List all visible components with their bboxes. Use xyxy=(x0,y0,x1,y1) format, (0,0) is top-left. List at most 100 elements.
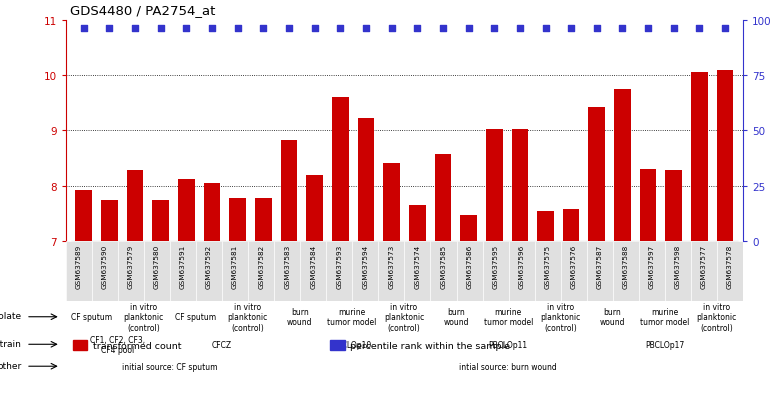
Bar xyxy=(170,242,196,301)
Text: in vitro
planktonic
(control): in vitro planktonic (control) xyxy=(123,302,163,332)
Point xyxy=(539,26,552,32)
Point xyxy=(360,26,372,32)
Point xyxy=(206,26,218,32)
Point xyxy=(103,26,115,32)
Bar xyxy=(457,242,482,301)
Bar xyxy=(430,242,457,301)
Text: CFCZ: CFCZ xyxy=(211,340,231,349)
Text: GSM637578: GSM637578 xyxy=(727,244,733,289)
Bar xyxy=(92,242,118,301)
Text: GSM637590: GSM637590 xyxy=(102,244,108,289)
Point xyxy=(642,26,654,32)
Bar xyxy=(307,176,323,242)
Bar xyxy=(639,242,665,301)
Text: in vitro
planktonic
(control): in vitro planktonic (control) xyxy=(384,302,424,332)
Point xyxy=(514,26,526,32)
Point xyxy=(334,26,347,32)
Point xyxy=(180,26,193,32)
Point xyxy=(591,26,603,32)
Text: GSM637573: GSM637573 xyxy=(389,244,395,289)
Text: GDS4480 / PA2754_at: GDS4480 / PA2754_at xyxy=(70,4,215,17)
Point xyxy=(77,26,90,32)
Text: GSM637583: GSM637583 xyxy=(284,244,290,289)
Text: GSM637586: GSM637586 xyxy=(467,244,473,289)
Bar xyxy=(560,242,587,301)
Point xyxy=(155,26,167,32)
Bar xyxy=(665,242,691,301)
Text: GSM637598: GSM637598 xyxy=(675,244,681,289)
Bar xyxy=(248,242,274,301)
Bar xyxy=(229,199,246,242)
Bar xyxy=(613,242,639,301)
Point xyxy=(257,26,269,32)
Text: GSM637579: GSM637579 xyxy=(128,244,134,289)
Text: GSM637594: GSM637594 xyxy=(362,244,368,289)
Text: burn
wound: burn wound xyxy=(287,307,313,327)
Bar xyxy=(127,171,143,242)
Bar xyxy=(640,170,656,242)
Text: strain: strain xyxy=(0,339,22,348)
Text: GSM637580: GSM637580 xyxy=(154,244,160,289)
Text: GSM637584: GSM637584 xyxy=(310,244,317,289)
Bar xyxy=(535,242,560,301)
Bar xyxy=(300,242,327,301)
Bar xyxy=(274,242,300,301)
Bar xyxy=(537,211,554,242)
Text: GSM637576: GSM637576 xyxy=(570,244,577,289)
Bar xyxy=(73,341,87,350)
Text: GSM637588: GSM637588 xyxy=(623,244,628,289)
Bar xyxy=(461,215,477,242)
Bar xyxy=(118,242,144,301)
Text: GSM637595: GSM637595 xyxy=(492,244,498,289)
Bar xyxy=(281,141,297,242)
Text: PBCLOp11: PBCLOp11 xyxy=(488,340,528,349)
Text: in vitro
planktonic
(control): in vitro planktonic (control) xyxy=(228,302,268,332)
Point xyxy=(668,26,680,32)
Bar xyxy=(717,242,743,301)
Text: burn
wound: burn wound xyxy=(600,307,625,327)
Text: GSM637581: GSM637581 xyxy=(232,244,238,289)
Bar xyxy=(144,242,170,301)
Bar xyxy=(222,242,248,301)
Bar xyxy=(330,341,345,350)
Bar xyxy=(327,242,352,301)
Text: GSM637592: GSM637592 xyxy=(206,244,212,289)
Text: initial source: CF sputum: initial source: CF sputum xyxy=(122,362,217,371)
Text: GSM637587: GSM637587 xyxy=(597,244,603,289)
Bar xyxy=(434,155,451,242)
Bar xyxy=(409,206,426,242)
Text: burn
wound: burn wound xyxy=(444,307,469,327)
Bar xyxy=(332,98,348,242)
Bar xyxy=(691,73,707,242)
Point xyxy=(488,26,501,32)
Point xyxy=(128,26,141,32)
Bar xyxy=(717,70,734,242)
Text: CF sputum: CF sputum xyxy=(175,313,216,321)
Bar xyxy=(587,242,613,301)
Bar xyxy=(563,209,580,242)
Text: murine
tumor model: murine tumor model xyxy=(484,307,533,327)
Text: in vitro
planktonic
(control): in vitro planktonic (control) xyxy=(540,302,580,332)
Text: murine
tumor model: murine tumor model xyxy=(327,307,377,327)
Text: in vitro
planktonic
(control): in vitro planktonic (control) xyxy=(697,302,737,332)
Text: GSM637574: GSM637574 xyxy=(414,244,420,289)
Point xyxy=(694,26,706,32)
Bar xyxy=(482,242,509,301)
Text: murine
tumor model: murine tumor model xyxy=(640,307,689,327)
Text: intial source: burn wound: intial source: burn wound xyxy=(459,362,557,371)
Point xyxy=(308,26,320,32)
Bar xyxy=(178,180,195,242)
Bar xyxy=(512,130,528,242)
Text: CF sputum: CF sputum xyxy=(71,313,112,321)
Bar xyxy=(196,242,222,301)
Text: GSM637582: GSM637582 xyxy=(259,244,264,289)
Point xyxy=(719,26,731,32)
Text: PBCLOp10: PBCLOp10 xyxy=(332,340,372,349)
Text: GSM637597: GSM637597 xyxy=(649,244,655,289)
Text: percentile rank within the sample: percentile rank within the sample xyxy=(351,341,510,350)
Bar xyxy=(405,242,430,301)
Point xyxy=(411,26,423,32)
Bar xyxy=(588,108,605,242)
Bar xyxy=(486,130,502,242)
Bar xyxy=(378,242,405,301)
